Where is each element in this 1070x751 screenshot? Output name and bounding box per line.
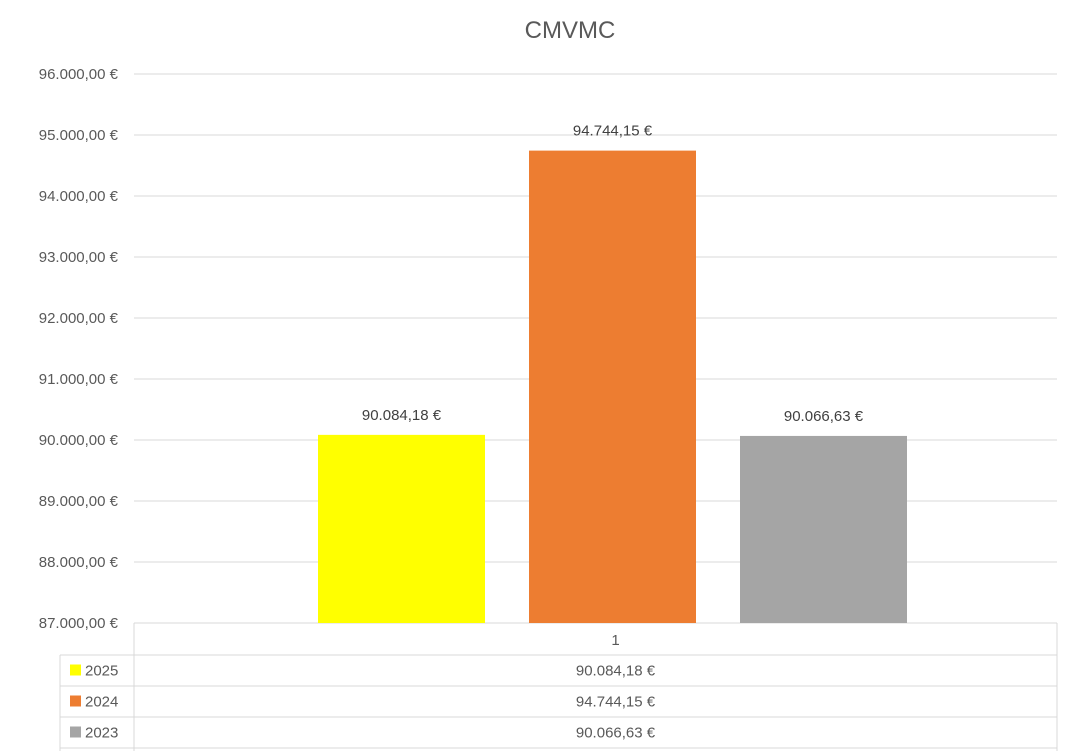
data-label-2023: 90.066,63 €	[784, 408, 864, 425]
bar-2025	[318, 434, 485, 623]
y-tick-label: 92.000,00 €	[39, 310, 119, 327]
legend-label-2023: 2023	[85, 725, 118, 742]
category-label: 1	[611, 632, 619, 649]
data-labels: 90.084,18 € 94.744,15 € 90.066,63 €	[362, 123, 864, 425]
data-label-2024: 94.744,15 €	[573, 123, 653, 140]
table-value-2025: 90.084,18 €	[576, 663, 656, 680]
y-tick-label: 88.000,00 €	[39, 554, 119, 571]
bar-2023	[740, 435, 907, 623]
y-tick-label: 95.000,00 €	[39, 127, 119, 144]
legend-label-2024: 2024	[85, 694, 118, 711]
table-value-2024: 94.744,15 €	[576, 694, 656, 711]
y-tick-label: 94.000,00 €	[39, 188, 119, 205]
bars	[318, 150, 907, 623]
y-axis-tick-labels: 96.000,00 € 95.000,00 € 94.000,00 € 93.000,…	[39, 66, 119, 632]
y-tick-label: 93.000,00 €	[39, 249, 119, 266]
legend-label-2025: 2025	[85, 663, 118, 680]
y-tick-label: 87.000,00 €	[39, 615, 119, 632]
y-tick-label: 91.000,00 €	[39, 371, 119, 388]
bar-2024	[529, 150, 696, 623]
y-tick-label: 90.000,00 €	[39, 432, 119, 449]
table-value-2023: 90.066,63 €	[576, 725, 656, 742]
legend-swatch-2023	[70, 726, 81, 738]
legend-swatch-2024	[70, 695, 81, 707]
y-tick-label: 89.000,00 €	[39, 493, 119, 510]
data-label-2025: 90.084,18 €	[362, 407, 442, 424]
data-table: 1 2025 90.084,18 € 2024 94.744,15 € 2023 90.06…	[59, 623, 1058, 751]
legend-swatch-2025	[70, 664, 81, 676]
chart-title: CMVMC	[525, 17, 616, 44]
y-tick-label: 96.000,00 €	[39, 66, 119, 83]
